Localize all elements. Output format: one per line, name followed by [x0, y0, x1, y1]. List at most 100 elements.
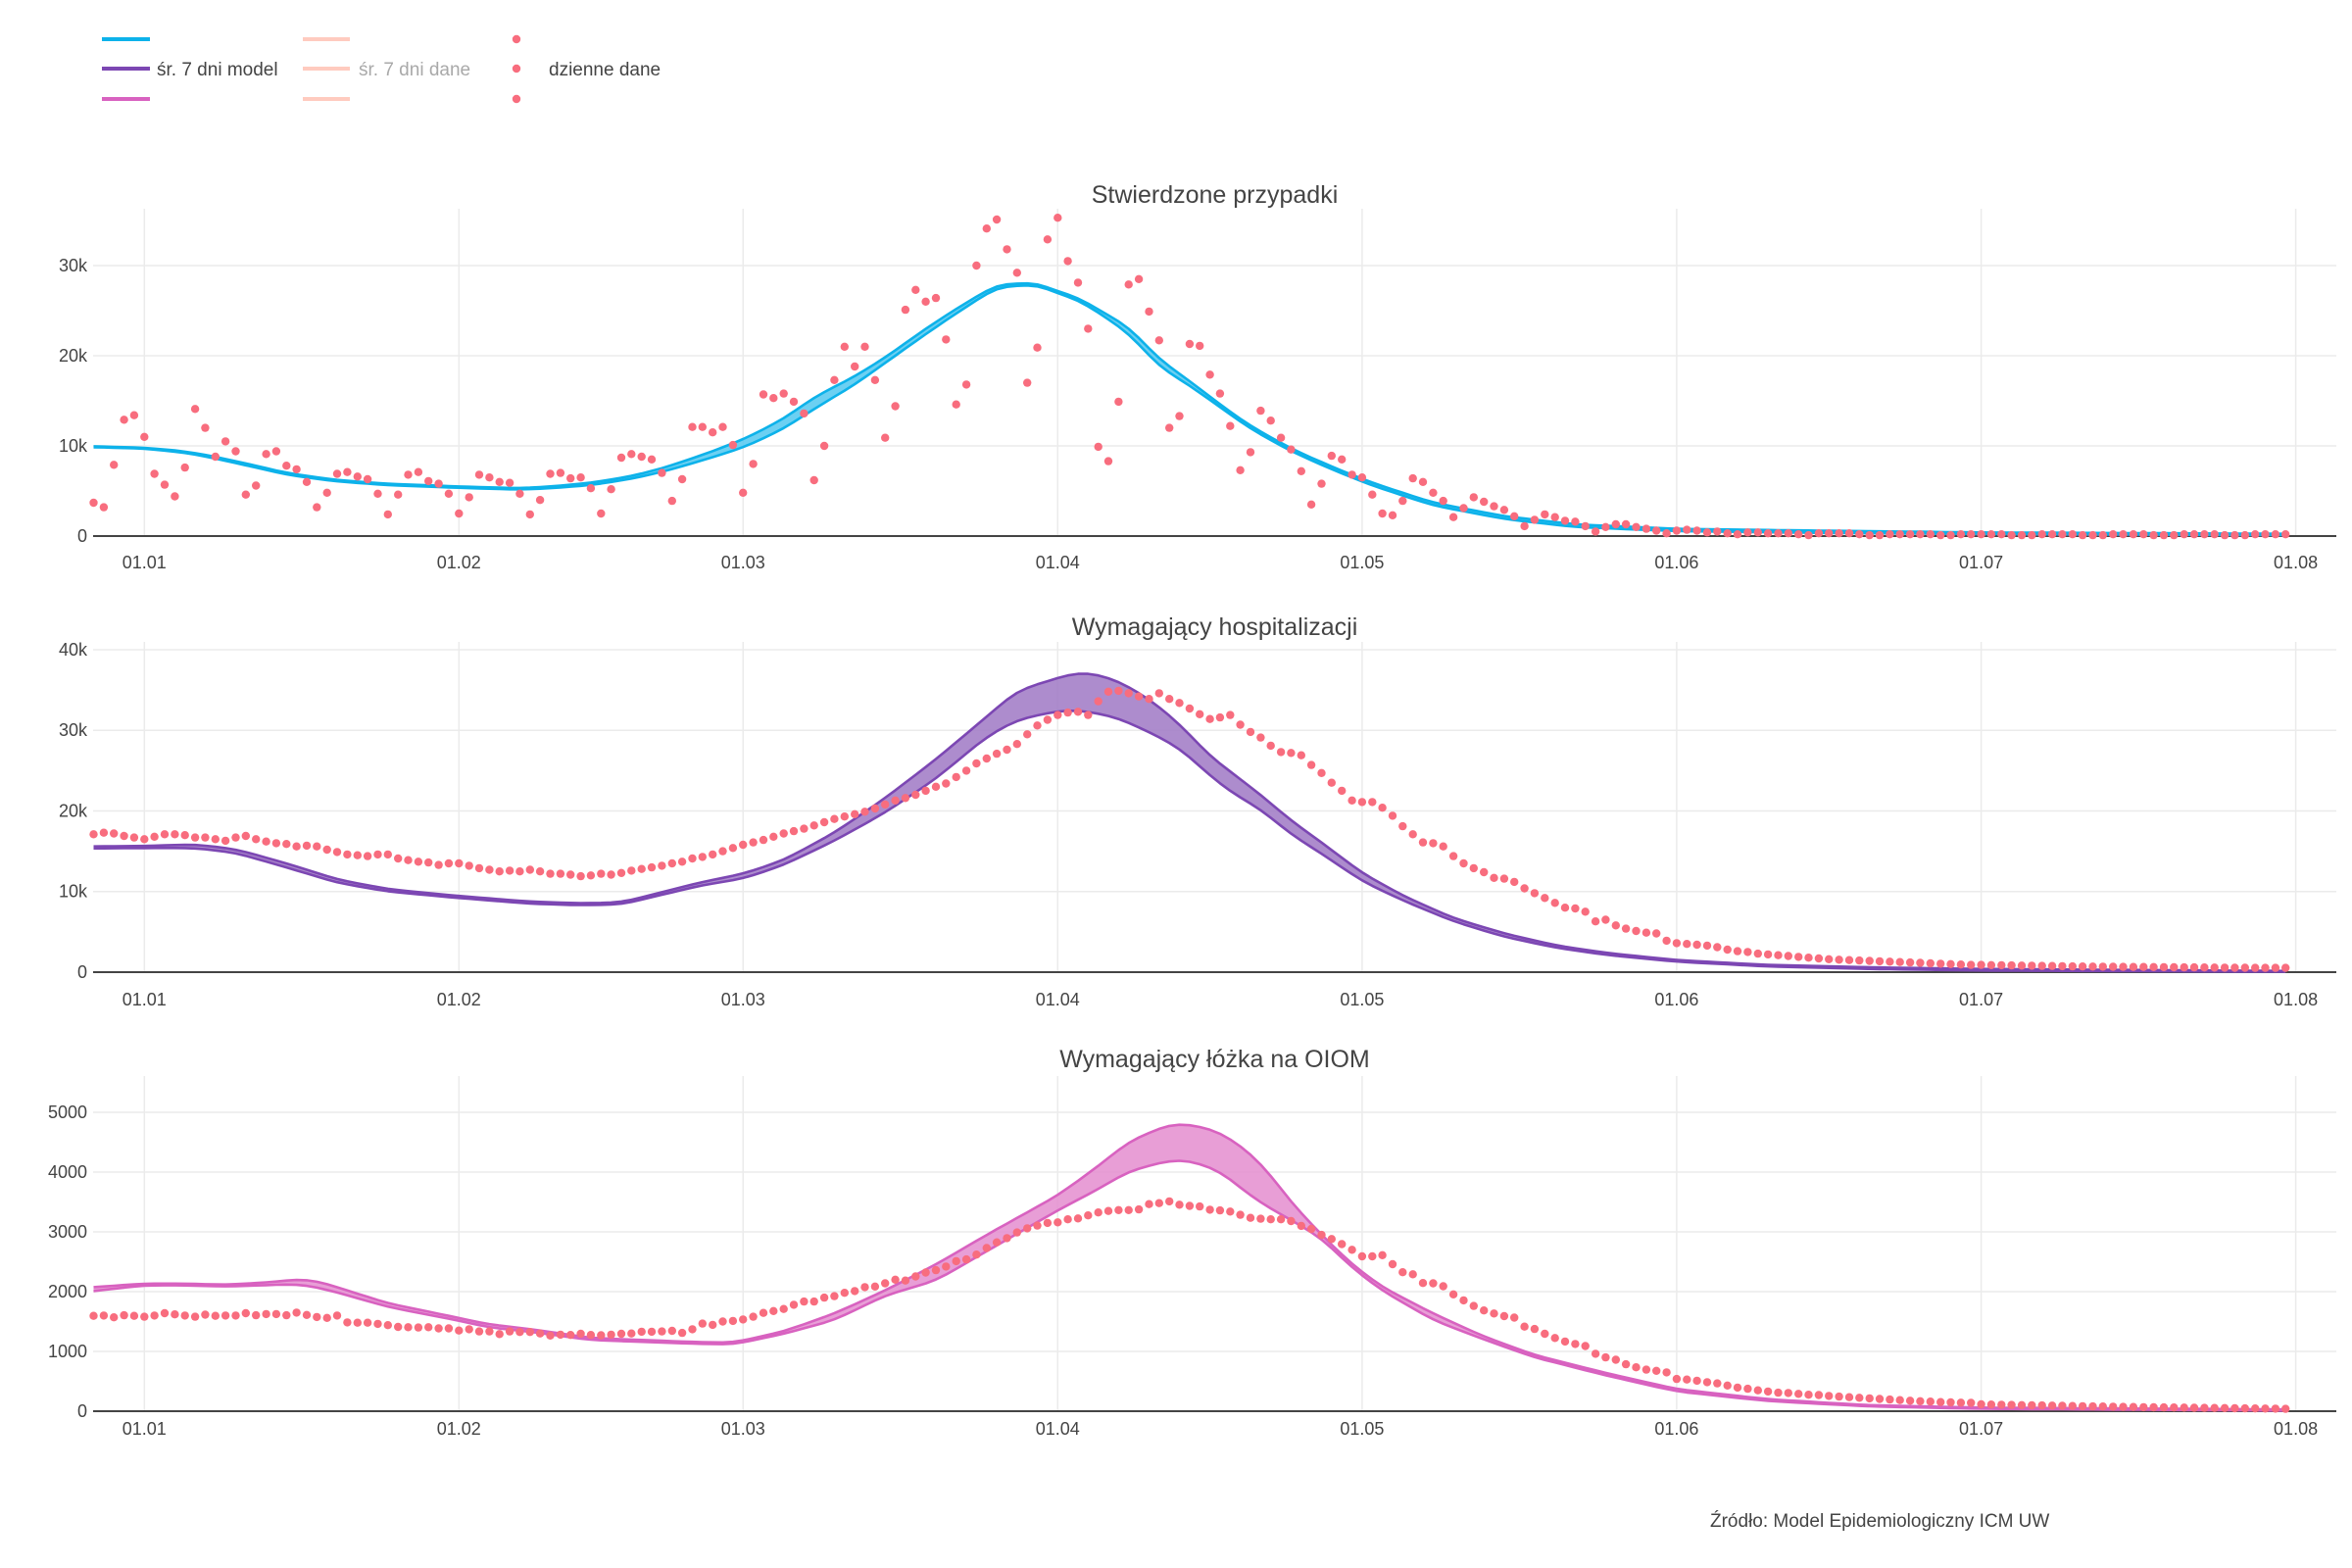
data-point	[2180, 962, 2188, 972]
legend-label-data-average: śr. 7 dni dane	[359, 60, 470, 80]
data-point	[1073, 708, 1083, 716]
data-point	[1266, 416, 1275, 425]
data-point	[1378, 509, 1387, 518]
data-point	[322, 488, 331, 497]
data-point	[1743, 948, 1752, 956]
data-point	[1621, 1359, 1631, 1369]
data-point	[556, 468, 565, 477]
data-point	[252, 481, 261, 490]
data-point	[566, 473, 575, 483]
data-point	[394, 1322, 403, 1332]
data-point	[505, 478, 514, 487]
data-point	[972, 759, 981, 768]
data-point	[2119, 962, 2128, 971]
data-point	[2028, 961, 2036, 970]
data-point	[434, 860, 443, 869]
data-point	[972, 261, 981, 270]
data-point	[1134, 692, 1144, 701]
data-point	[171, 492, 179, 501]
legend-dot-icu-daily	[512, 94, 521, 104]
data-point	[1459, 504, 1468, 513]
data-point	[2109, 530, 2118, 539]
data-point	[576, 1329, 585, 1339]
data-point	[190, 1312, 200, 1321]
data-point	[2078, 530, 2087, 540]
data-point	[302, 477, 312, 486]
data-point	[1226, 421, 1235, 430]
data-point	[363, 1318, 372, 1327]
data-point	[1459, 1296, 1468, 1305]
data-point	[1469, 863, 1479, 873]
data-point	[1865, 956, 1874, 965]
data-point	[1287, 1216, 1296, 1226]
data-point	[1784, 952, 1793, 960]
data-point	[809, 821, 818, 830]
data-point	[1926, 1397, 1936, 1406]
data-point	[2271, 963, 2280, 972]
legend-dot-hospital-daily	[512, 64, 521, 74]
data-point	[2119, 530, 2128, 539]
data-point	[1621, 924, 1631, 933]
data-point	[840, 342, 849, 351]
legend-item-data-average[interactable]: śr. 7 dni dane	[303, 37, 470, 101]
x-tick-label: 01.05	[1340, 990, 1384, 1009]
data-point	[515, 489, 524, 498]
data-point	[2058, 530, 2067, 539]
data-point	[1196, 341, 1204, 351]
data-point	[1317, 1230, 1326, 1240]
data-point	[931, 293, 941, 303]
data-point	[789, 826, 799, 836]
data-point	[658, 1327, 666, 1336]
data-point	[992, 749, 1002, 759]
data-point	[1306, 1224, 1316, 1234]
data-point	[556, 869, 565, 878]
legend-item-model[interactable]: śr. 7 dni model	[102, 37, 278, 101]
data-point	[1256, 1214, 1265, 1223]
data-point	[180, 463, 189, 472]
data-point	[1124, 280, 1133, 289]
data-point	[546, 869, 555, 878]
x-tick-label: 01.05	[1340, 1419, 1384, 1439]
legend: śr. 7 dni model śr. 7 dni dane dzienne d…	[102, 34, 661, 104]
data-point	[1418, 477, 1428, 486]
data-point	[373, 489, 382, 498]
data-point	[414, 467, 423, 476]
x-tick-label: 01.02	[437, 990, 481, 1009]
data-point	[779, 389, 788, 398]
data-point	[1368, 798, 1377, 807]
data-point	[1753, 949, 1763, 958]
data-point	[2098, 1402, 2107, 1411]
y-tick-label: 20k	[59, 801, 88, 820]
data-point	[1956, 960, 1966, 969]
data-point	[1723, 945, 1732, 955]
x-tick-label: 01.08	[2274, 990, 2318, 1009]
data-point	[434, 479, 443, 488]
data-point	[120, 416, 128, 424]
data-point	[363, 474, 372, 484]
x-tick-label: 01.08	[2274, 553, 2318, 572]
data-point	[1327, 778, 1337, 787]
y-tick-label: 10k	[59, 436, 88, 456]
data-point	[1084, 324, 1093, 333]
data-point	[851, 1287, 859, 1296]
data-point	[1774, 951, 1783, 959]
data-point	[2058, 1401, 2067, 1410]
data-point	[1905, 957, 1915, 967]
data-point	[190, 833, 200, 842]
legend-item-daily[interactable]: dzienne dane	[512, 34, 661, 104]
data-point	[474, 470, 484, 479]
data-point	[1601, 915, 1610, 924]
data-point	[1510, 512, 1519, 520]
data-point	[1855, 1394, 1864, 1402]
data-point	[901, 305, 910, 315]
daily-data-series	[89, 214, 2290, 540]
data-point	[667, 858, 676, 868]
data-point	[698, 1319, 707, 1328]
data-point	[271, 447, 281, 456]
data-point	[819, 1293, 829, 1302]
data-point	[1287, 445, 1296, 454]
data-point	[1967, 1398, 1976, 1407]
data-point	[1145, 695, 1153, 704]
data-point	[1338, 786, 1347, 796]
data-point	[1073, 1214, 1083, 1223]
